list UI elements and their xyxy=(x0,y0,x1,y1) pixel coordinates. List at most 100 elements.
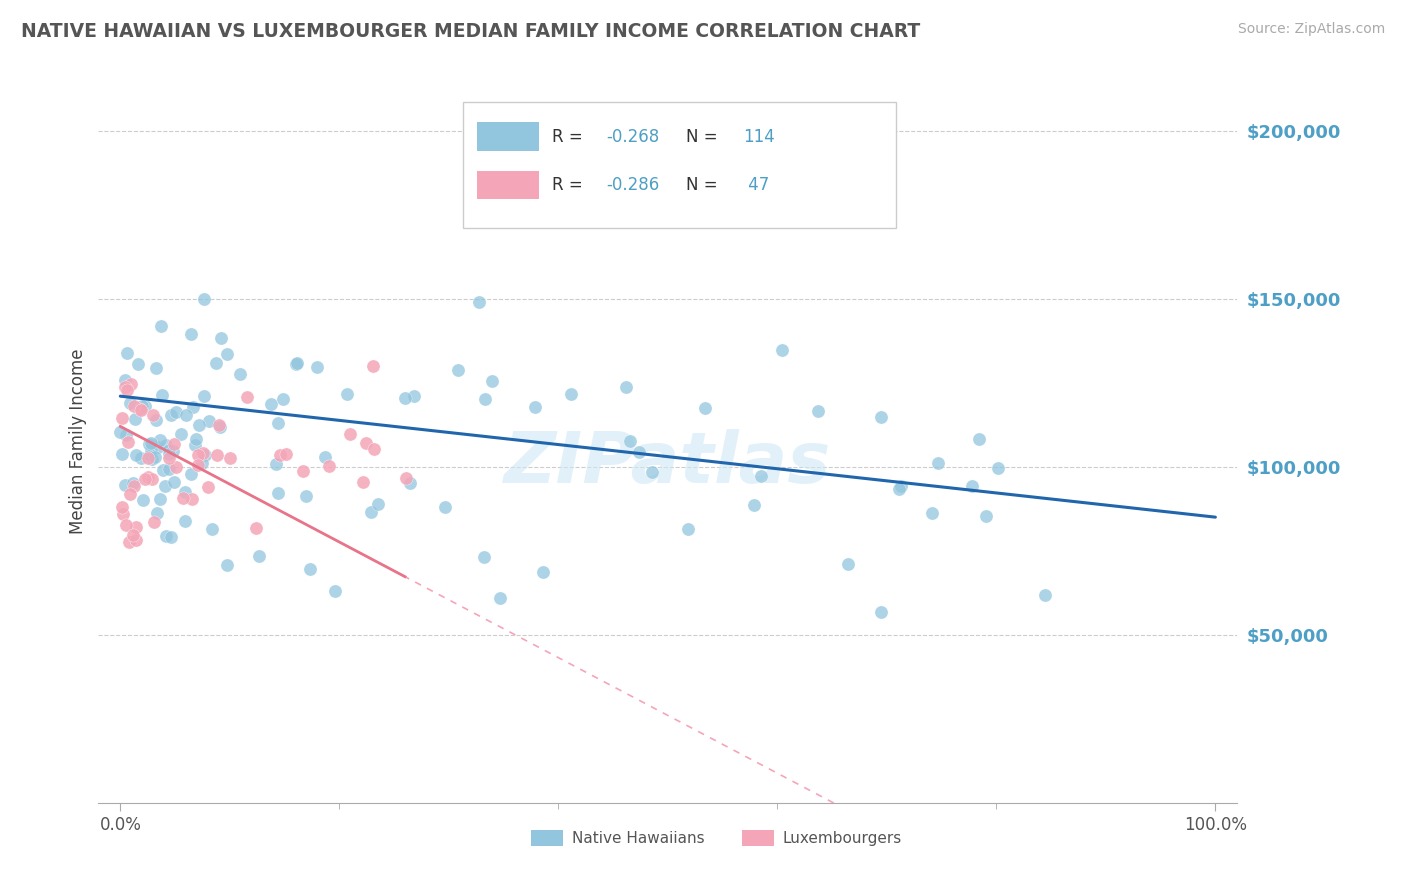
Point xyxy=(111,447,134,461)
Point xyxy=(114,427,136,442)
Point xyxy=(399,475,422,490)
FancyBboxPatch shape xyxy=(742,830,773,847)
Point xyxy=(187,448,209,462)
Point xyxy=(142,408,165,422)
Point xyxy=(523,400,546,414)
Point xyxy=(742,498,765,512)
Point xyxy=(111,507,134,521)
Point xyxy=(267,485,290,500)
FancyBboxPatch shape xyxy=(477,170,538,200)
Point xyxy=(157,450,180,465)
Text: N =: N = xyxy=(686,176,723,194)
Point xyxy=(291,464,314,478)
Point xyxy=(155,437,177,451)
Point xyxy=(890,479,912,493)
Point xyxy=(676,522,699,536)
Point xyxy=(122,479,145,493)
Point xyxy=(191,445,214,459)
Point xyxy=(394,391,416,405)
Point xyxy=(285,356,308,370)
Point xyxy=(145,360,167,375)
Point xyxy=(180,467,202,481)
Point xyxy=(887,482,910,496)
Point xyxy=(152,463,174,477)
Text: 47: 47 xyxy=(742,176,769,194)
Point xyxy=(114,373,136,387)
Point xyxy=(131,493,153,508)
Point xyxy=(474,392,496,407)
Point xyxy=(274,447,297,461)
Point xyxy=(187,417,209,432)
Point xyxy=(127,357,149,371)
Point xyxy=(187,458,209,472)
Point xyxy=(153,479,176,493)
Point xyxy=(193,389,215,403)
Point xyxy=(129,402,152,417)
Point xyxy=(118,396,141,410)
Y-axis label: Median Family Income: Median Family Income xyxy=(69,349,87,534)
Point xyxy=(264,457,287,471)
Point xyxy=(124,400,146,414)
Text: -0.268: -0.268 xyxy=(606,128,659,145)
Point xyxy=(434,500,457,514)
Point xyxy=(467,295,489,310)
Point xyxy=(869,605,891,619)
Point xyxy=(125,520,148,534)
Point xyxy=(208,420,231,434)
Point xyxy=(447,363,470,377)
Point xyxy=(205,356,228,370)
Point xyxy=(136,450,159,465)
Point xyxy=(360,505,382,519)
Point xyxy=(160,530,183,544)
Point xyxy=(531,566,554,580)
Point xyxy=(165,459,187,474)
Point xyxy=(149,434,172,448)
Point xyxy=(118,534,141,549)
Point xyxy=(295,489,318,503)
Point xyxy=(641,466,664,480)
Point xyxy=(129,402,152,417)
Point xyxy=(402,389,425,403)
Point xyxy=(149,492,172,507)
Point xyxy=(481,374,503,388)
Point xyxy=(162,475,184,490)
Point xyxy=(488,591,510,606)
Point xyxy=(181,491,204,506)
Point xyxy=(114,477,136,491)
Point xyxy=(141,472,163,486)
Point xyxy=(217,347,239,361)
Point xyxy=(162,443,184,458)
Point xyxy=(157,447,180,461)
Point xyxy=(172,491,194,506)
Text: NATIVE HAWAIIAN VS LUXEMBOURGER MEDIAN FAMILY INCOME CORRELATION CHART: NATIVE HAWAIIAN VS LUXEMBOURGER MEDIAN F… xyxy=(21,22,921,41)
Point xyxy=(693,401,716,415)
Point xyxy=(174,514,197,528)
Point xyxy=(269,448,291,462)
Point xyxy=(143,450,166,464)
Point xyxy=(395,471,418,485)
Point xyxy=(157,461,180,475)
Point xyxy=(960,478,983,492)
Point xyxy=(111,410,134,425)
Point xyxy=(229,368,252,382)
Point xyxy=(169,427,191,442)
Text: Luxembourgers: Luxembourgers xyxy=(783,830,903,846)
Point xyxy=(193,292,215,306)
Point xyxy=(115,346,138,360)
Point xyxy=(157,442,180,457)
Point xyxy=(314,450,336,465)
Point xyxy=(155,529,177,543)
Point xyxy=(125,448,148,462)
Point xyxy=(143,515,166,529)
Point xyxy=(111,500,134,514)
Point xyxy=(141,452,163,467)
Point xyxy=(245,521,267,535)
Point xyxy=(217,558,239,572)
Point xyxy=(148,440,170,454)
Point xyxy=(131,399,153,413)
Point xyxy=(318,459,340,474)
Text: N =: N = xyxy=(686,128,723,145)
FancyBboxPatch shape xyxy=(531,830,562,847)
Text: R =: R = xyxy=(551,176,588,194)
Point xyxy=(129,451,152,466)
